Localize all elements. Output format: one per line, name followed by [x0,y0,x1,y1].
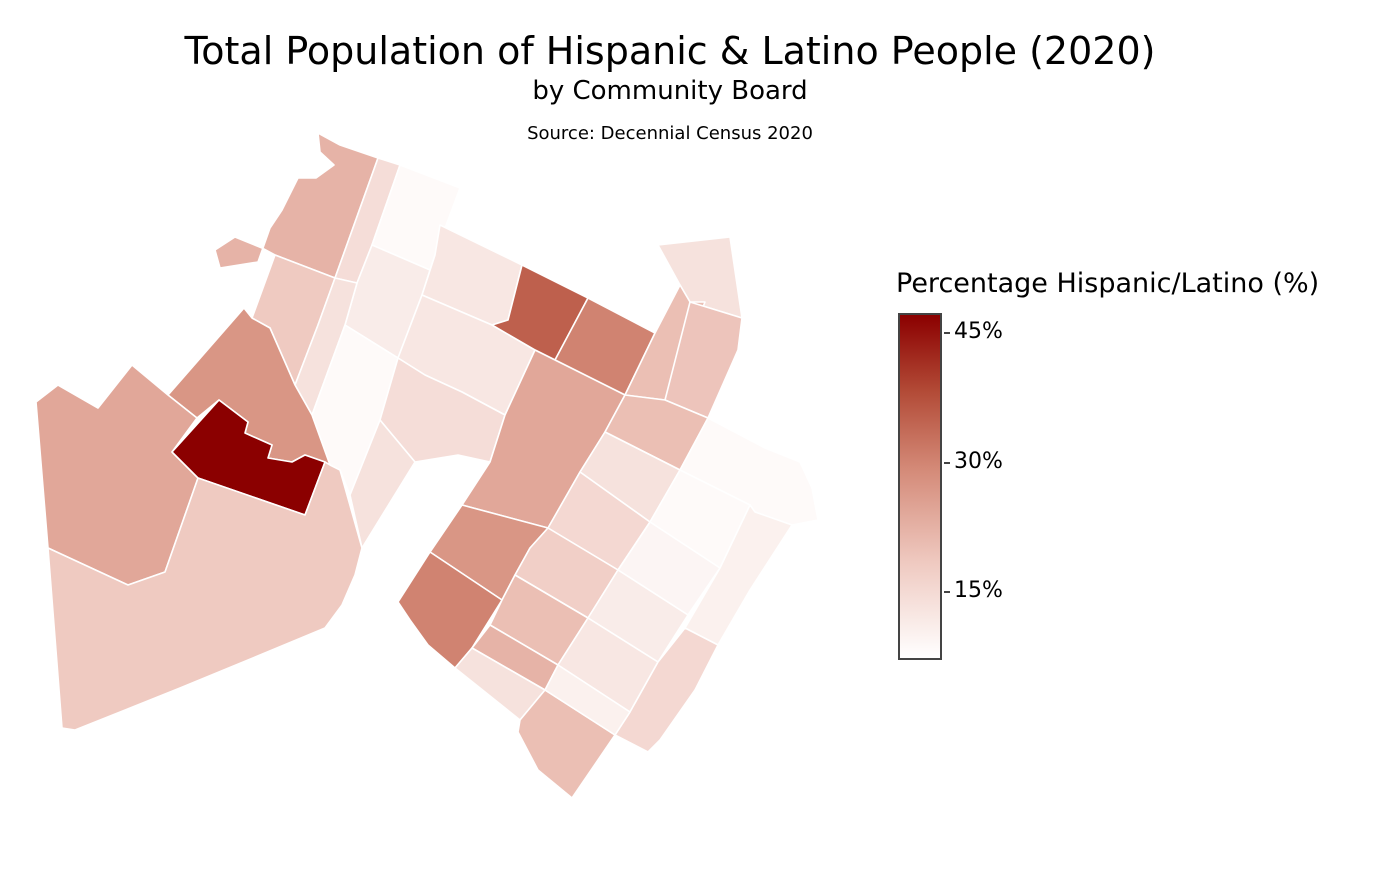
source-note: Source: Decennial Census 2020 [527,123,813,144]
region-cb-13[interactable] [544,664,631,736]
colorbar-tick-45 [944,332,950,334]
chart-subtitle: by Community Board [532,76,808,106]
colorbar-tick-15 [944,591,950,593]
colorbar-tick-label-15: 15% [954,578,1003,603]
chart-title: Total Population of Hispanic & Latino Pe… [184,29,1156,73]
colorbar-tick-label-45: 45% [954,319,1003,344]
colorbar [898,313,942,660]
region-cb-21[interactable] [397,551,503,669]
region-cb-12[interactable] [47,461,363,731]
colorbar-tick-label-30: 30% [954,449,1003,474]
region-cb-38[interactable] [614,627,719,753]
region-cb-24[interactable] [664,301,743,419]
colorbar-tick-30 [944,462,950,464]
legend-title: Percentage Hispanic/Latino (%) [896,268,1320,299]
region-cb-11[interactable] [171,399,326,516]
